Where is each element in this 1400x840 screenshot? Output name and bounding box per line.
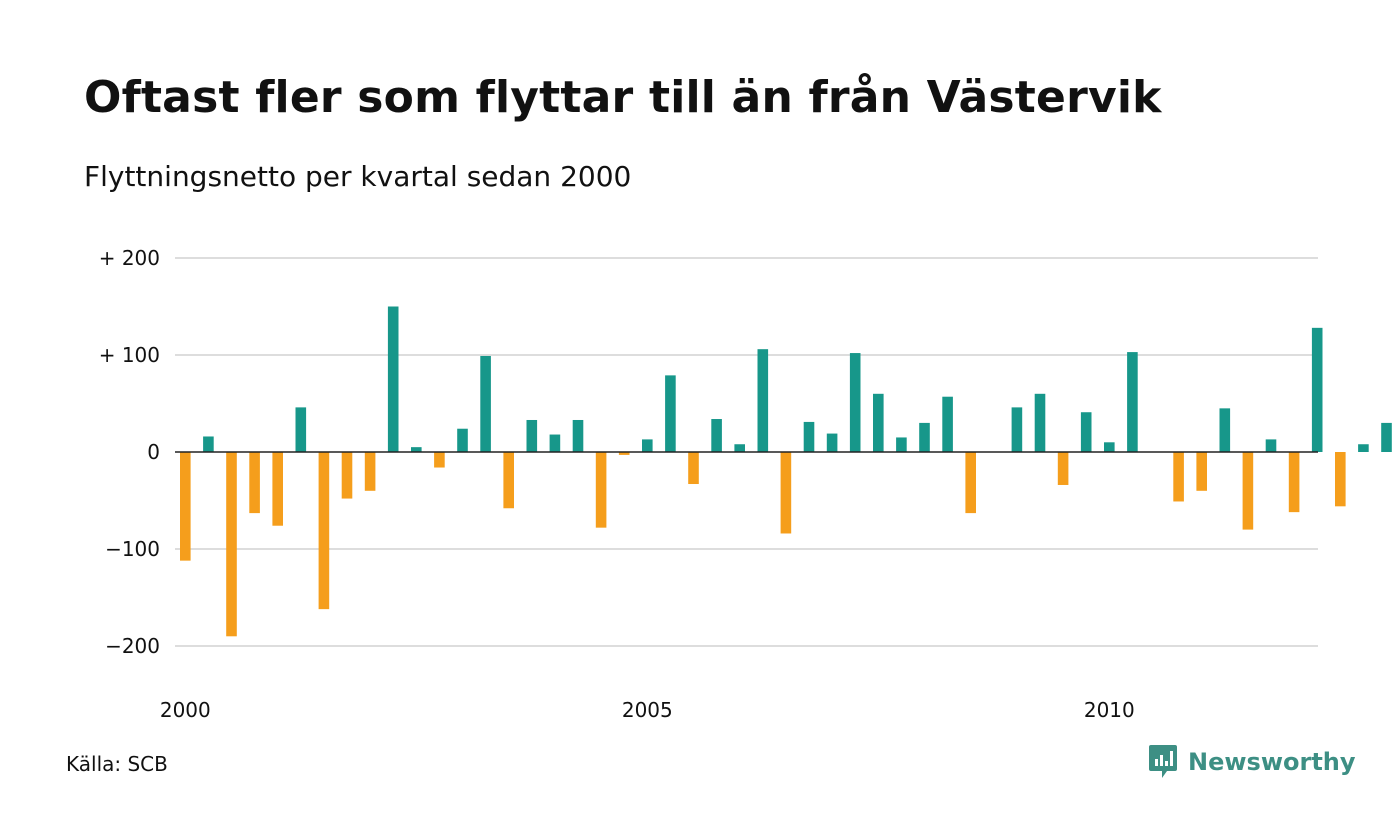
brand-name: Newsworthy — [1188, 748, 1356, 776]
bar — [873, 393, 884, 452]
chart-title: Oftast fler som flyttar till än från Väs… — [84, 72, 1162, 123]
y-tick-label: 0 — [147, 440, 160, 464]
bar — [734, 444, 745, 452]
bar — [341, 452, 353, 499]
bar — [1173, 452, 1184, 502]
bar — [411, 447, 422, 452]
bar — [572, 419, 584, 452]
bar — [480, 355, 491, 452]
bar — [457, 428, 468, 452]
bar — [1219, 408, 1231, 452]
bar — [826, 433, 838, 452]
bar — [549, 434, 561, 452]
bar — [1011, 407, 1023, 452]
bar — [1196, 452, 1207, 491]
bar — [1057, 452, 1069, 485]
bar — [1034, 393, 1046, 452]
bar — [618, 452, 630, 455]
bar — [387, 306, 399, 452]
bar — [526, 419, 538, 452]
bar — [180, 452, 191, 561]
bar — [1358, 444, 1369, 452]
chart-subtitle: Flyttningsnetto per kvartal sedan 2000 — [84, 160, 632, 193]
bar — [249, 452, 260, 514]
x-tick-label: 2005 — [622, 698, 673, 722]
bar — [1242, 452, 1254, 530]
bar — [503, 452, 514, 509]
bar — [965, 452, 976, 514]
bar — [919, 422, 930, 452]
bar — [1080, 412, 1092, 452]
x-tick-label: 2000 — [160, 698, 211, 722]
bar — [803, 421, 815, 452]
bar — [1335, 452, 1346, 507]
bar — [1381, 422, 1392, 452]
bar — [318, 452, 330, 610]
x-tick-label: 2010 — [1084, 698, 1135, 722]
bar — [595, 452, 607, 528]
y-axis-labels: + 200 + 100 0 −100 −200 — [99, 246, 160, 658]
bar — [272, 452, 283, 526]
x-axis-labels: 20002005201020152020 — [160, 698, 1135, 722]
y-tick-label: −100 — [105, 537, 160, 561]
bar — [896, 437, 907, 452]
bar — [1311, 327, 1323, 452]
bar — [780, 452, 792, 534]
bar — [1265, 439, 1277, 452]
bar — [665, 375, 676, 452]
bar — [942, 396, 953, 452]
bar — [711, 419, 722, 452]
bar — [434, 452, 445, 468]
y-tick-label: + 200 — [99, 246, 160, 270]
bar — [203, 436, 214, 452]
brand-logo[interactable]: Newsworthy — [1148, 742, 1356, 782]
bar — [688, 452, 699, 485]
bar — [849, 353, 861, 452]
bar — [642, 439, 653, 452]
bars — [180, 306, 1392, 637]
bar — [226, 452, 237, 637]
source-note: Källa: SCB — [66, 752, 168, 776]
bar — [295, 407, 307, 452]
bar — [1104, 442, 1115, 452]
bar — [757, 349, 769, 452]
bar — [1127, 352, 1138, 452]
y-tick-label: −200 — [105, 634, 160, 658]
bar — [1288, 452, 1300, 513]
bar — [364, 452, 376, 491]
newsworthy-chart-bubble-icon — [1149, 745, 1177, 778]
y-tick-label: + 100 — [99, 343, 160, 367]
